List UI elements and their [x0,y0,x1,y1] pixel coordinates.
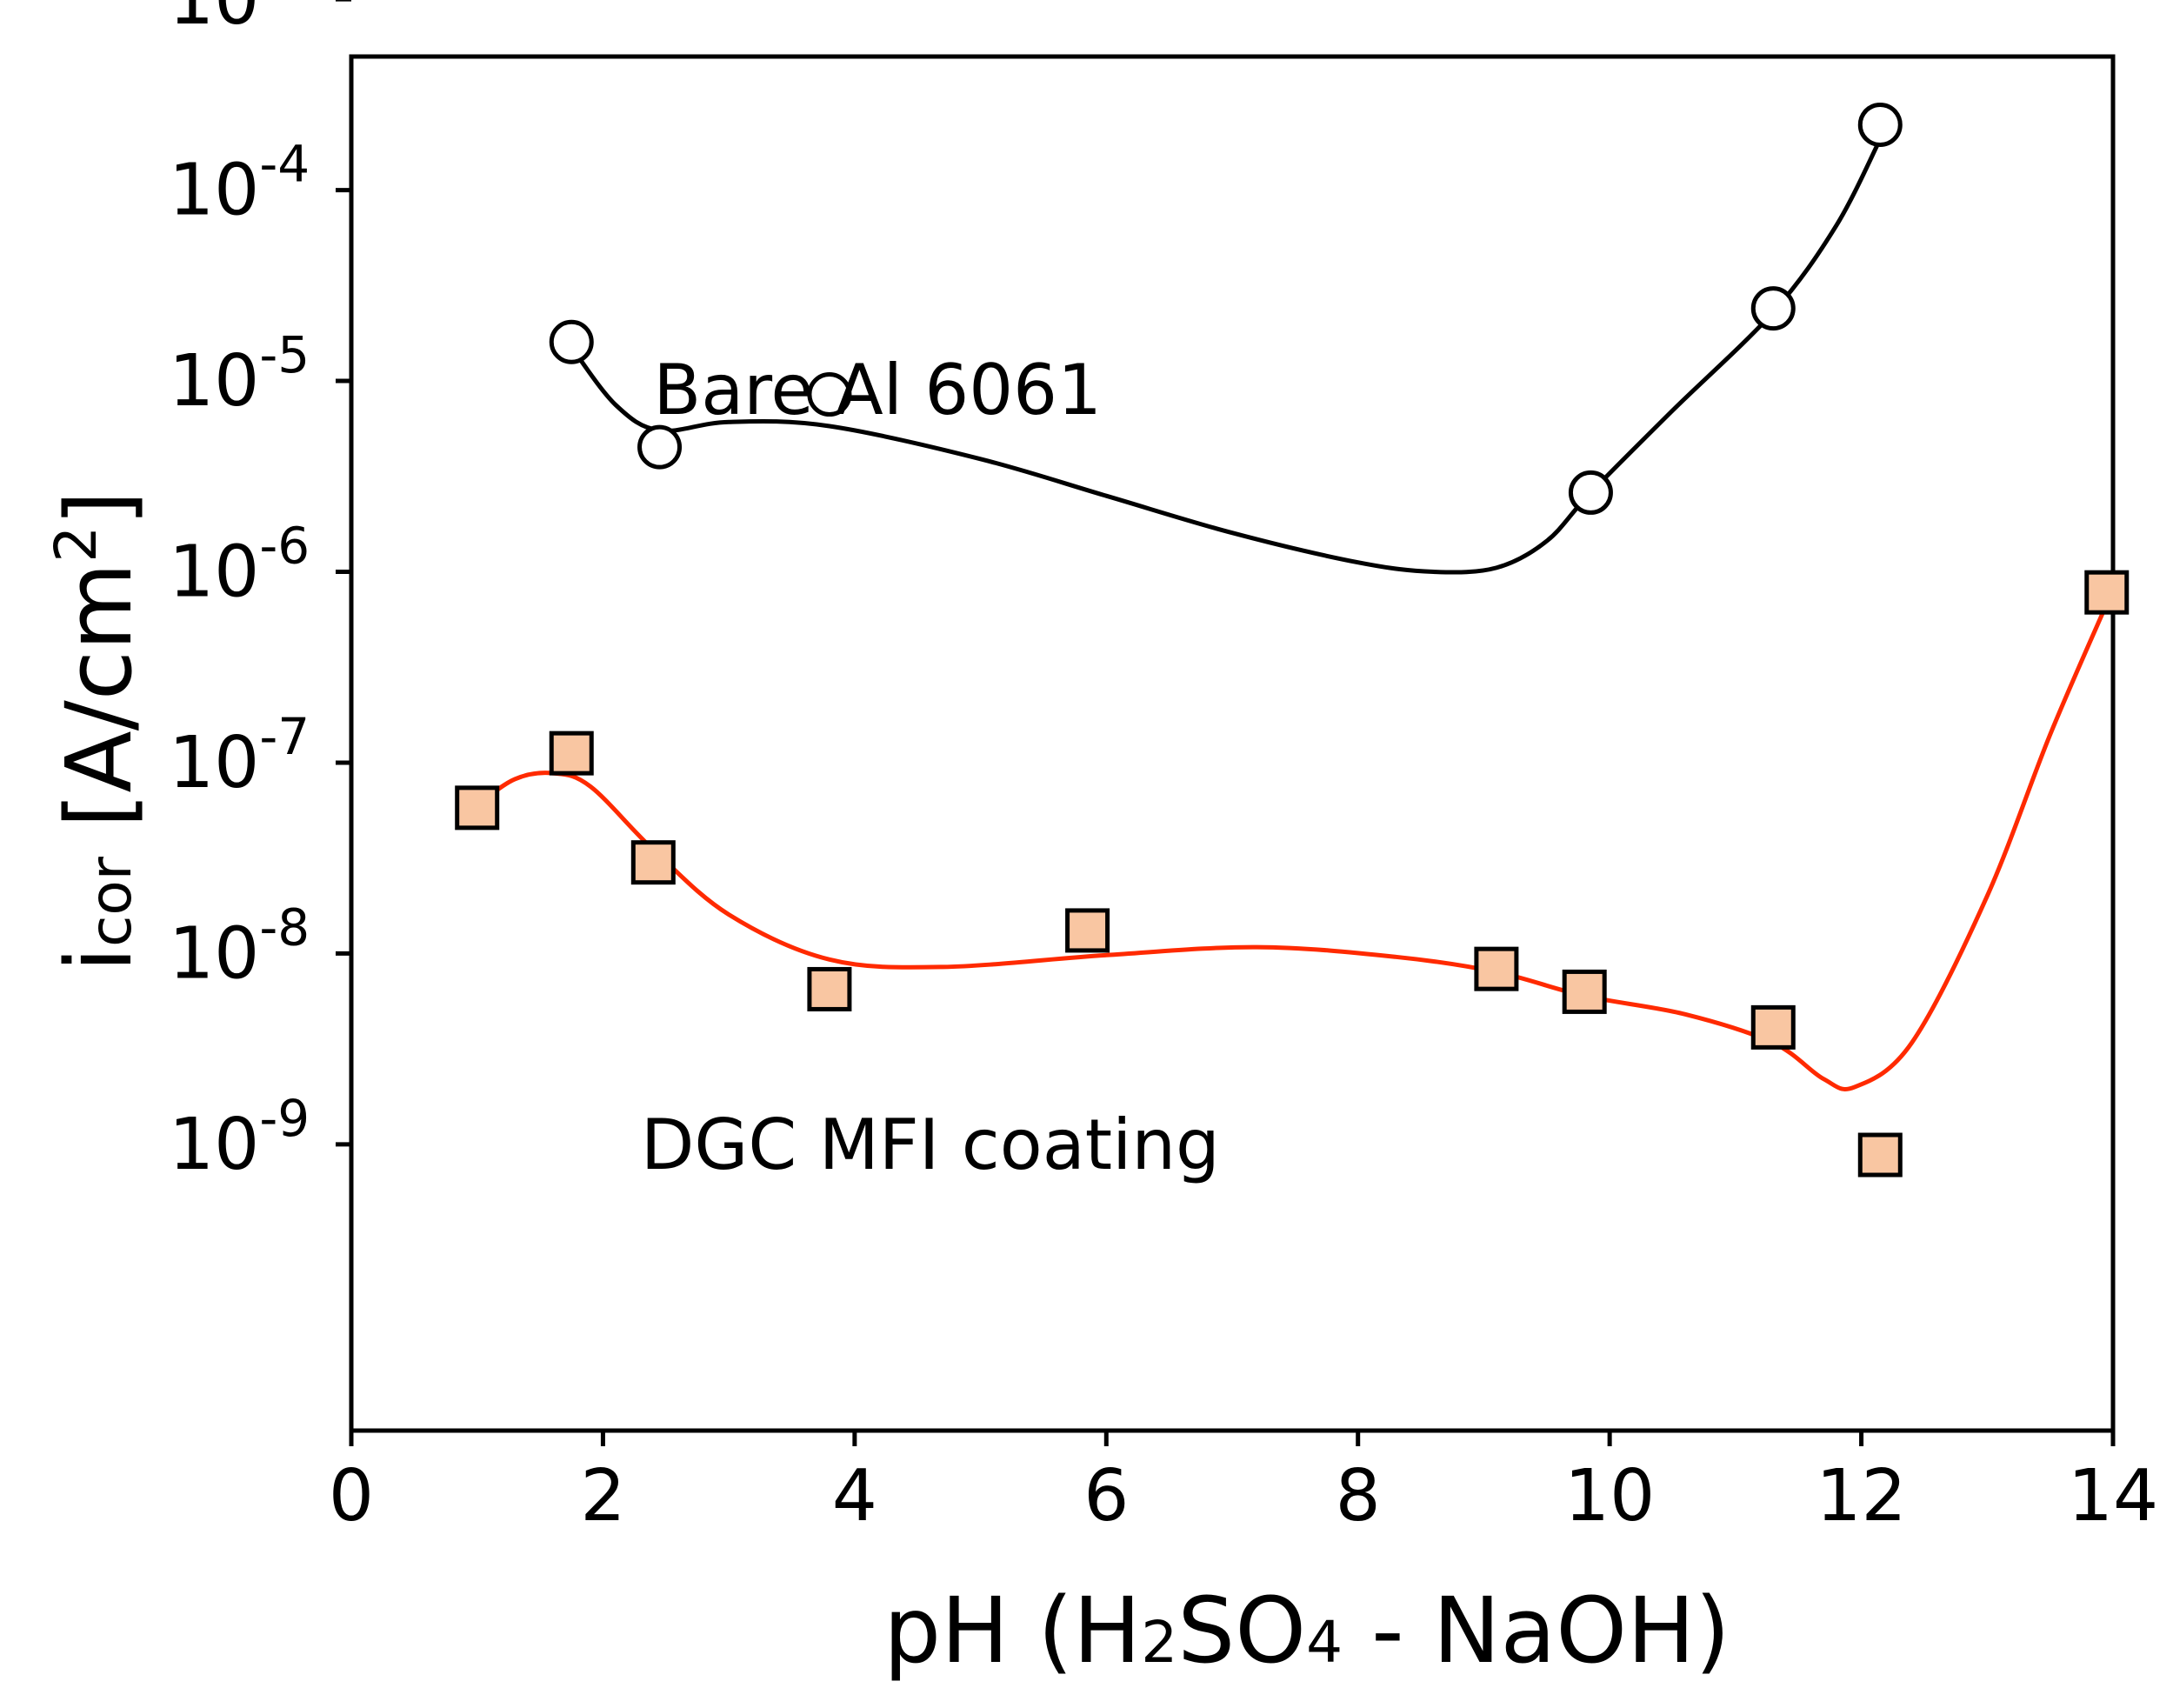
data-point-square [455,785,500,831]
y-tick-label: 10-6 [169,517,310,614]
y-tick-exponent: -4 [259,135,310,194]
data-point-square [630,840,676,885]
data-markers [455,102,2130,1178]
y-title-close: ] [46,490,152,526]
data-point-square [807,966,852,1011]
y-axis-title: icor [A/cm2] [43,490,152,972]
y-tick-base: 10 [169,0,259,41]
x-title-mid: SO [1177,1578,1306,1684]
y-tick-label: 10-8 [169,897,310,995]
data-point-square [549,731,594,776]
data-point-circle [1857,102,1903,147]
y-tick-label: 10-3 [169,0,310,41]
y-tick-label: 10-5 [169,325,310,423]
y-axis-ticks: 10-310-410-510-610-710-810-9 [169,0,351,1186]
x-tick-label: 14 [2068,1455,2158,1538]
series-label-dgc: DGC MFI coating [641,1104,1220,1185]
series-label-bare: Bare Al 6061 [653,350,1102,430]
data-point-circle [1568,470,1613,515]
y-title-sup: 2 [43,526,110,563]
x-axis-ticks: 0 2 4 6 8 10 12 14 [329,1431,2158,1538]
y-tick-exponent: -5 [259,325,310,384]
data-point-circle [549,319,594,364]
y-tick-base: 10 [169,912,259,995]
data-point-circle [1750,286,1796,331]
y-tick-exponent: -3 [259,0,310,3]
data-point-square [1065,908,1110,953]
data-point-square [1750,1004,1796,1050]
plot-frame [349,54,2116,1433]
y-tick-exponent: -7 [259,707,310,766]
x-tick-label: 10 [1564,1455,1655,1538]
x-tick-label: 0 [329,1455,374,1538]
y-tick-label: 10-9 [169,1089,310,1186]
data-point-circle [637,424,683,470]
x-tick-label: 12 [1816,1455,1906,1538]
y-tick-base: 10 [169,1104,259,1186]
y-tick-label: 10-7 [169,707,310,804]
y-title-main: i [46,947,152,972]
fit-curves [475,137,2110,1091]
y-tick-exponent: -8 [259,897,310,957]
y-tick-label: 10-4 [169,135,310,232]
x-title-tail: - NaOH) [1343,1578,1730,1684]
fit-curve-dgc [475,601,2110,1091]
data-point-square [1562,969,1607,1014]
x-tick-label: 2 [580,1455,625,1538]
y-title-bracket: [A/cm [46,563,152,857]
y-tick-exponent: -9 [259,1089,310,1148]
y-tick-base: 10 [169,150,259,232]
y-title-sub: cor [77,856,144,947]
x-tick-label: 6 [1083,1455,1129,1538]
x-tick-label: 8 [1336,1455,1381,1538]
x-tick-label: 4 [832,1455,877,1538]
fit-curve-bare [569,137,1883,575]
data-point-circle [807,372,852,417]
x-title-sub1: 2 [1141,1609,1177,1676]
data-point-square [2084,570,2130,615]
data-point-square [1474,946,1519,991]
y-tick-base: 10 [169,531,259,614]
y-tick-exponent: -6 [259,517,310,576]
x-title-main: pH (H [883,1578,1141,1684]
y-tick-base: 10 [169,340,259,423]
x-title-sub2: 4 [1306,1609,1343,1676]
y-tick-base: 10 [169,722,259,804]
plot-border [349,54,2116,1433]
data-point-square [1857,1132,1903,1178]
x-axis-title: pH (H2SO4 - NaOH) [883,1578,1730,1684]
